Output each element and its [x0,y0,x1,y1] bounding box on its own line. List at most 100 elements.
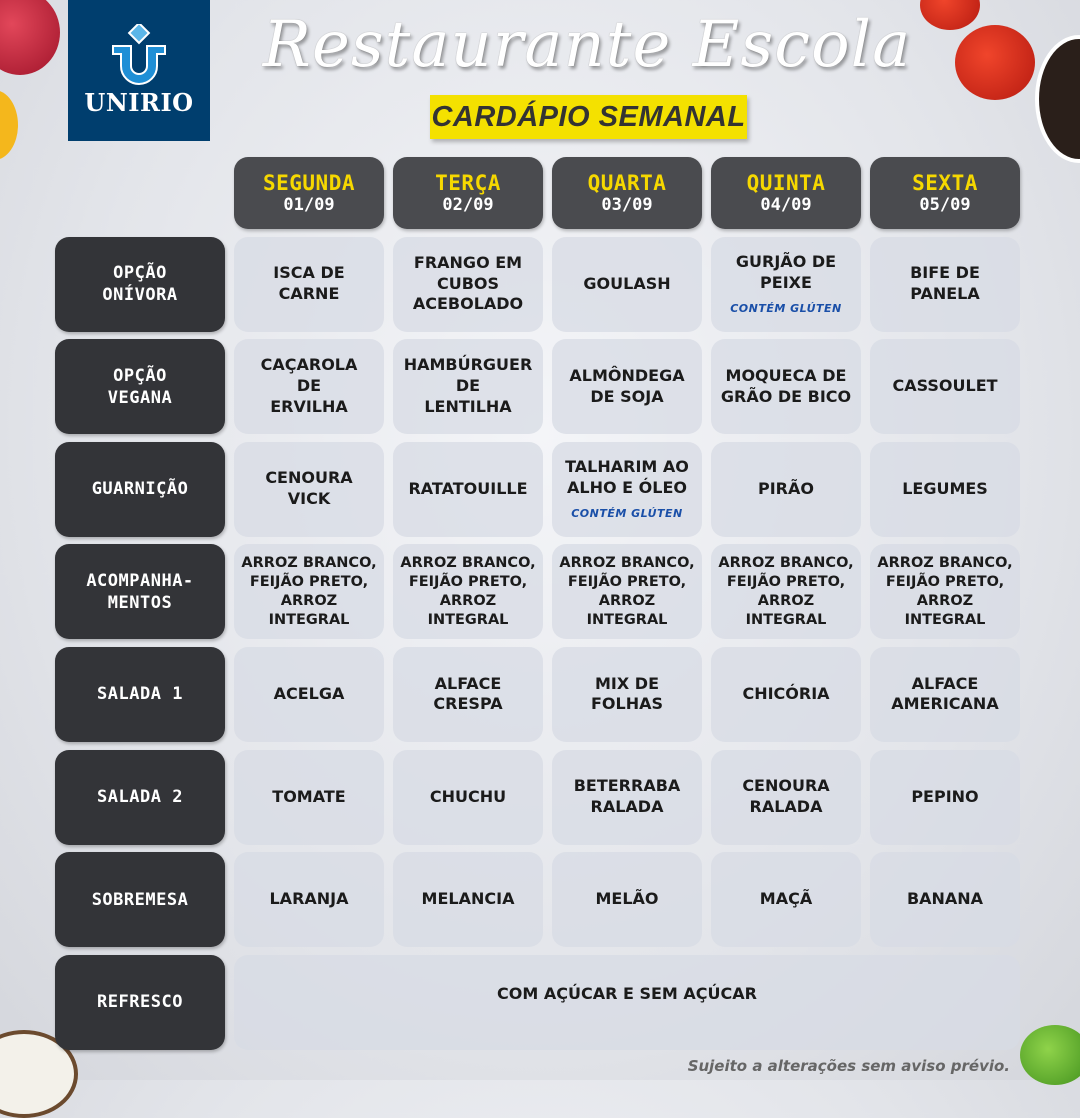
menu-item: FRANGO EM CUBOS ACEBOLADO [412,252,524,314]
menu-cell: PIRÃO [711,441,861,537]
menu-item: GOULASH [583,273,671,293]
menu-item: HAMBÚRGUER DE LENTILHA [403,355,533,417]
menu-cell: TOMATE [234,749,384,845]
menu-item: BANANA [906,889,984,909]
menu-cell: MOQUECA DE GRÃO DE BICO [711,339,861,435]
menu-cell: TALHARIM AO ALHO E ÓLEO CONTÉM GLÚTEN [552,441,702,537]
page-title: Restaurante Escola [262,8,912,82]
menu-cell: ALFACE CRESPA [393,646,543,742]
menu-cell: LARANJA [234,852,384,948]
menu-item: CHUCHU [429,786,507,806]
menu-cell: ARROZ BRANCO, FEIJÃO PRETO, ARROZ INTEGR… [393,544,543,640]
row-header: REFRESCO [55,954,225,1050]
disclaimer: Sujeito a alterações sem aviso prévio. [687,1057,1010,1075]
day-date: 01/09 [283,195,335,215]
day-date: 02/09 [442,195,494,215]
page-subtitle: CARDÁPIO SEMANAL [430,95,747,139]
row-header: SALADA 1 [55,646,225,742]
row-header: GUARNIÇÃO [55,441,225,537]
menu-cell: RATATOUILLE [393,441,543,537]
gluten-note: CONTÉM GLÚTEN [730,301,842,315]
menu-cell: BETERRABA RALADA [552,749,702,845]
menu-cell: BANANA [870,852,1020,948]
day-header: SEGUNDA 01/09 [234,157,384,229]
day-header: QUARTA 03/09 [552,157,702,229]
day-name: SEGUNDA [262,171,355,195]
menu-item: CAÇAROLA DE ERVILHA [260,355,358,417]
menu-cell: CHUCHU [393,749,543,845]
row-header: SALADA 2 [55,749,225,845]
pepper-bowl-decoration [1035,35,1080,163]
corner-spacer [55,157,225,229]
menu-item: MELÃO [595,889,659,909]
menu-cell-refresco: COM AÇÚCAR E SEM AÇÚCAR [234,954,1020,1050]
menu-table: SEGUNDA 01/09 TERÇA 02/09 QUARTA 03/09 Q… [55,157,1020,1050]
menu-item: PEPINO [911,786,979,806]
day-name: QUINTA [746,171,826,195]
menu-item: BIFE DE PANELA [910,263,980,304]
menu-cell: ARROZ BRANCO, FEIJÃO PRETO, ARROZ INTEGR… [552,544,702,640]
menu-item: TOMATE [272,786,346,806]
menu-item: RATATOUILLE [408,478,528,498]
menu-item: CENOURA VICK [265,468,353,509]
menu-cell: MIX DE FOLHAS [552,646,702,742]
day-name: TERÇA [435,171,501,195]
day-date: 04/09 [760,195,812,215]
menu-item: ARROZ BRANCO, FEIJÃO PRETO, ARROZ INTEGR… [241,555,377,628]
menu-item: ARROZ BRANCO, FEIJÃO PRETO, ARROZ INTEGR… [718,555,854,628]
menu-item: PIRÃO [758,478,814,498]
menu-item: ALFACE CRESPA [433,673,503,714]
menu-cell: ALFACE AMERICANA [870,646,1020,742]
menu-cell: CAÇAROLA DE ERVILHA [234,339,384,435]
menu-item: ACELGA [273,684,345,704]
menu-item: MIX DE FOLHAS [590,673,664,714]
menu-cell: CENOURA RALADA [711,749,861,845]
day-name: SEXTA [912,171,978,195]
menu-item: ARROZ BRANCO, FEIJÃO PRETO, ARROZ INTEGR… [400,555,536,628]
menu-cell: GOULASH [552,236,702,332]
menu-cell: BIFE DE PANELA [870,236,1020,332]
menu-cell: ARROZ BRANCO, FEIJÃO PRETO, ARROZ INTEGR… [234,544,384,640]
menu-item: BETERRABA RALADA [573,776,681,817]
menu-item: CHICÓRIA [742,684,830,704]
gluten-note: CONTÉM GLÚTEN [571,506,683,520]
unirio-emblem-icon [112,24,166,85]
menu-cell: CENOURA VICK [234,441,384,537]
day-header: QUINTA 04/09 [711,157,861,229]
row-header: ACOMPANHA- MENTOS [55,544,225,640]
menu-item: MELANCIA [421,889,515,909]
day-date: 03/09 [601,195,653,215]
menu-item: CASSOULET [892,376,998,396]
day-name: QUARTA [587,171,667,195]
menu-cell: CASSOULET [870,339,1020,435]
menu-item: ISCA DE CARNE [273,263,345,304]
apple-decoration [0,0,60,75]
basil-decoration [1020,1025,1080,1085]
menu-item: TALHARIM AO ALHO E ÓLEO [565,457,689,498]
day-header: TERÇA 02/09 [393,157,543,229]
menu-cell: PEPINO [870,749,1020,845]
menu-item: LEGUMES [902,478,988,498]
menu-cell: ARROZ BRANCO, FEIJÃO PRETO, ARROZ INTEGR… [870,544,1020,640]
menu-cell: CHICÓRIA [711,646,861,742]
menu-item: ARROZ BRANCO, FEIJÃO PRETO, ARROZ INTEGR… [877,555,1013,628]
menu-cell: ISCA DE CARNE [234,236,384,332]
logo-text: UNIRIO [84,88,194,117]
menu-item: ALMÔNDEGA DE SOJA [569,365,685,406]
menu-item: LARANJA [269,889,349,909]
day-header: SEXTA 05/09 [870,157,1020,229]
tomato-decoration [955,25,1035,100]
menu-cell: ACELGA [234,646,384,742]
menu-item: ALFACE AMERICANA [891,673,999,714]
menu-item: MAÇÃ [759,889,813,909]
menu-item: GURJÃO DE PEIXE [735,252,837,292]
menu-cell: MAÇÃ [711,852,861,948]
lemon-decoration [0,90,18,160]
menu-item: MOQUECA DE GRÃO DE BICO [720,365,852,406]
menu-item: CENOURA RALADA [742,776,830,817]
menu-item: ARROZ BRANCO, FEIJÃO PRETO, ARROZ INTEGR… [559,555,695,628]
unirio-logo: UNIRIO [68,0,210,141]
menu-cell: MELANCIA [393,852,543,948]
row-header: SOBREMESA [55,852,225,948]
menu-item: COM AÇÚCAR E SEM AÇÚCAR [497,983,757,1003]
